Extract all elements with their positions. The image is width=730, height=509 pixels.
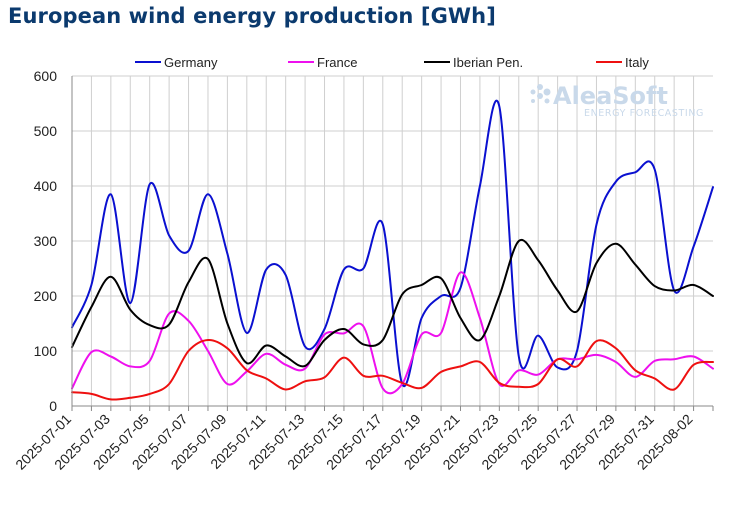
legend-label-france: France	[317, 55, 357, 70]
chart-title: European wind energy production [GWh]	[8, 4, 496, 28]
series-layer	[71, 99, 714, 401]
series-line-france	[71, 271, 714, 395]
aleasoft-watermark: AleaSoft ENERGY FORECASTING	[530, 82, 704, 119]
watermark-tagline: ENERGY FORECASTING	[584, 108, 704, 119]
legend-label-germany: Germany	[164, 55, 218, 70]
y-tick-label: 200	[34, 288, 58, 304]
watermark-brand: AleaSoft	[553, 82, 668, 110]
y-tick-label: 500	[34, 123, 58, 139]
chart-legend: Germany France Iberian Pen. Italy	[135, 55, 649, 70]
series-line-germany	[71, 99, 714, 388]
series-line-italy	[71, 338, 714, 401]
y-tick-label: 300	[34, 233, 58, 249]
legend-label-iberian-pen: Iberian Pen.	[453, 55, 523, 70]
y-tick-label: 0	[49, 398, 57, 414]
y-tick-label: 400	[34, 178, 58, 194]
aleasoft-logo-icon	[530, 84, 551, 104]
chart-grid	[72, 75, 713, 406]
series-line-iberian-pen	[71, 238, 714, 368]
y-tick-label: 600	[34, 68, 58, 84]
legend-label-italy: Italy	[625, 55, 649, 70]
y-tick-label: 100	[34, 343, 58, 359]
